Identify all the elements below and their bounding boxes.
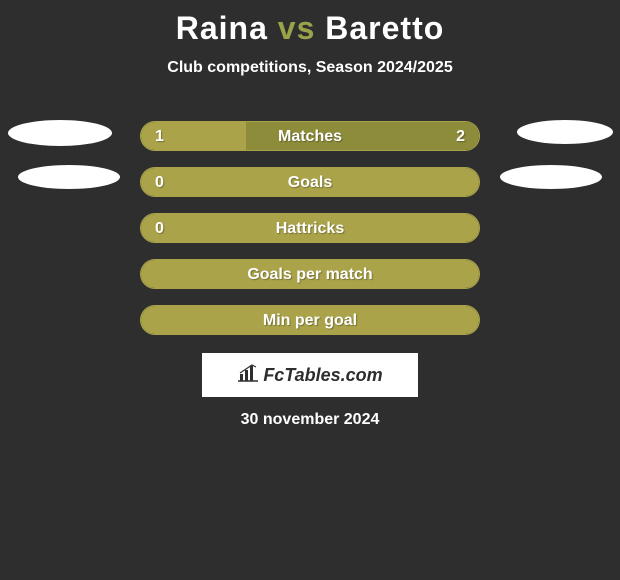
bar-track: Min per goal	[140, 305, 480, 335]
player1-name: Raina	[176, 10, 268, 46]
metric-row: Min per goal	[0, 305, 620, 335]
metric-row: Goals per match	[0, 259, 620, 289]
player1-oval-icon	[18, 165, 120, 189]
bar-track: 1 Matches 2	[140, 121, 480, 151]
player2-oval-icon	[517, 120, 613, 144]
player1-oval-icon	[8, 120, 112, 146]
bar-track: Goals per match	[140, 259, 480, 289]
metric-label: Goals per match	[141, 260, 479, 289]
player2-oval-icon	[500, 165, 602, 189]
comparison-title: Raina vs Baretto	[0, 0, 620, 47]
logo-box: FcTables.com	[202, 353, 418, 397]
metric-row: 1 Matches 2	[0, 121, 620, 151]
player2-name: Baretto	[325, 10, 444, 46]
metric-label: Min per goal	[141, 306, 479, 335]
metric-label: Matches	[141, 122, 479, 151]
metric-row: 0 Goals	[0, 167, 620, 197]
metric-row: 0 Hattricks	[0, 213, 620, 243]
subtitle: Club competitions, Season 2024/2025	[0, 59, 620, 77]
right-value: 2	[456, 122, 479, 151]
bars-icon	[237, 364, 259, 387]
bar-track: 0 Goals	[140, 167, 480, 197]
date: 30 november 2024	[0, 411, 620, 429]
bar-track: 0 Hattricks	[140, 213, 480, 243]
vs-separator: vs	[278, 10, 316, 46]
comparison-chart: 1 Matches 2 0 Goals 0 Hattricks	[0, 121, 620, 335]
metric-label: Goals	[141, 168, 479, 197]
metric-label: Hattricks	[141, 214, 479, 243]
logo-text: FcTables.com	[263, 365, 382, 386]
logo: FcTables.com	[237, 364, 382, 387]
